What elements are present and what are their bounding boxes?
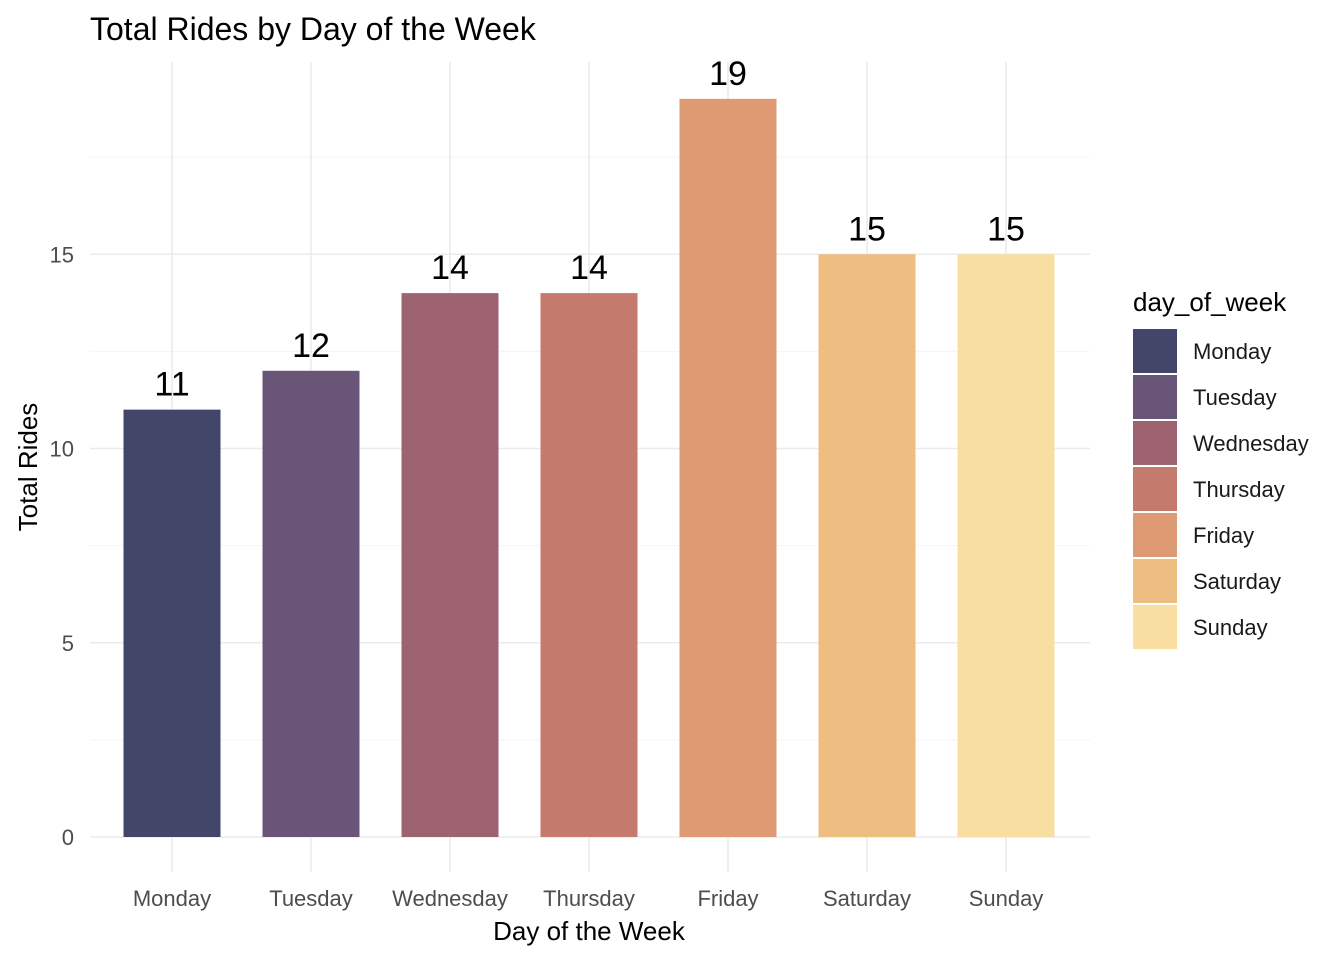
legend-key-monday — [1133, 329, 1177, 373]
data-labels: 11 12 14 14 19 15 15 — [154, 55, 1025, 404]
legend-label-sunday: Sunday — [1193, 615, 1268, 640]
y-axis-title: Total Rides — [13, 403, 43, 532]
legend-key-friday — [1133, 513, 1177, 557]
legend-title: day_of_week — [1133, 287, 1287, 317]
x-tick-label: Sunday — [969, 886, 1044, 911]
legend-key-thursday — [1133, 467, 1177, 511]
legend-label-wednesday: Wednesday — [1193, 431, 1309, 456]
bar-saturday — [818, 254, 916, 837]
data-label-thursday: 14 — [570, 249, 608, 287]
data-label-tuesday: 12 — [292, 327, 330, 365]
bar-thursday — [540, 293, 638, 838]
bar-monday — [123, 409, 221, 837]
bars — [123, 98, 1055, 838]
y-tick-label: 15 — [50, 242, 74, 267]
x-tick-label: Monday — [133, 886, 211, 911]
data-label-sunday: 15 — [987, 210, 1025, 248]
y-tick-label: 0 — [62, 825, 74, 850]
legend-key-sunday — [1133, 605, 1177, 649]
legend-label-monday: Monday — [1193, 339, 1271, 364]
x-axis-title: Day of the Week — [493, 916, 686, 946]
legend-key-wednesday — [1133, 421, 1177, 465]
legend-key-saturday — [1133, 559, 1177, 603]
bar-friday — [679, 98, 777, 838]
data-label-saturday: 15 — [848, 210, 886, 248]
x-tick-label: Thursday — [543, 886, 635, 911]
x-tick-label: Tuesday — [269, 886, 353, 911]
legend-label-saturday: Saturday — [1193, 569, 1281, 594]
y-tick-label: 5 — [62, 631, 74, 656]
data-label-friday: 19 — [709, 55, 747, 93]
legend-key-tuesday — [1133, 375, 1177, 419]
x-tick-label: Friday — [697, 886, 758, 911]
y-tick-label: 10 — [50, 437, 74, 462]
legend-label-tuesday: Tuesday — [1193, 385, 1277, 410]
x-tick-label: Wednesday — [392, 886, 508, 911]
chart-title: Total Rides by Day of the Week — [90, 11, 537, 47]
bar-sunday — [957, 254, 1055, 837]
bar-tuesday — [262, 370, 360, 837]
legend-items: Monday Tuesday Wednesday Thursday Friday Satu… — [1133, 329, 1309, 649]
x-axis-ticks: Monday Tuesday Wednesday Thursday Friday Satu… — [133, 886, 1043, 911]
legend-label-thursday: Thursday — [1193, 477, 1285, 502]
data-label-wednesday: 14 — [431, 249, 469, 287]
x-tick-label: Saturday — [823, 886, 911, 911]
data-label-monday: 11 — [154, 366, 189, 404]
legend: day_of_week Monday Tuesday Wednesday Thursd… — [1133, 287, 1309, 649]
legend-label-friday: Friday — [1193, 523, 1254, 548]
bar-wednesday — [401, 293, 499, 838]
y-axis-ticks: 0 5 10 15 — [50, 242, 74, 850]
